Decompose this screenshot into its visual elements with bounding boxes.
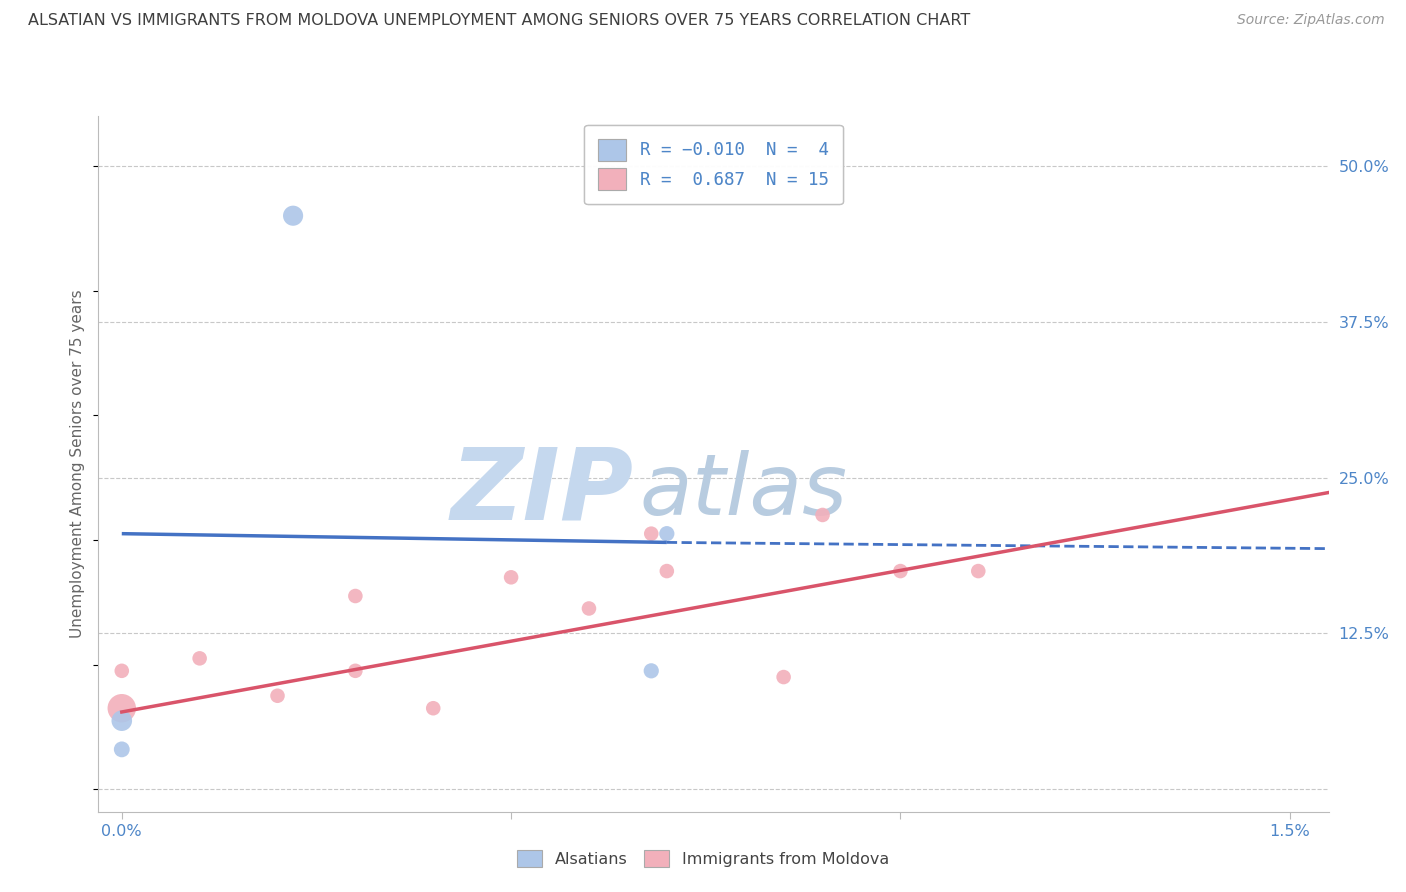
Point: [344, 664, 367, 678]
Point: [640, 526, 662, 541]
Point: [640, 664, 662, 678]
Text: Source: ZipAtlas.com: Source: ZipAtlas.com: [1237, 13, 1385, 28]
Text: ALSATIAN VS IMMIGRANTS FROM MOLDOVA UNEMPLOYMENT AMONG SENIORS OVER 75 YEARS COR: ALSATIAN VS IMMIGRANTS FROM MOLDOVA UNEM…: [28, 13, 970, 29]
Point: [655, 526, 678, 541]
Point: [111, 664, 134, 678]
Point: [655, 564, 678, 578]
Point: [811, 508, 834, 522]
Point: [266, 689, 288, 703]
Point: [772, 670, 794, 684]
Point: [111, 701, 134, 715]
Point: [422, 701, 444, 715]
Point: [889, 564, 911, 578]
Text: atlas: atlas: [640, 450, 848, 533]
Y-axis label: Unemployment Among Seniors over 75 years: Unemployment Among Seniors over 75 years: [70, 290, 86, 638]
Legend: Alsatians, Immigrants from Moldova: Alsatians, Immigrants from Moldova: [509, 842, 897, 875]
Point: [188, 651, 211, 665]
Text: ZIP: ZIP: [450, 443, 634, 541]
Point: [111, 742, 134, 756]
Point: [501, 570, 523, 584]
Point: [111, 714, 134, 728]
Point: [578, 601, 600, 615]
Point: [967, 564, 990, 578]
Legend: R = −0.010  N =  4, R =  0.687  N = 15: R = −0.010 N = 4, R = 0.687 N = 15: [585, 125, 842, 204]
Point: [281, 209, 304, 223]
Point: [344, 589, 367, 603]
